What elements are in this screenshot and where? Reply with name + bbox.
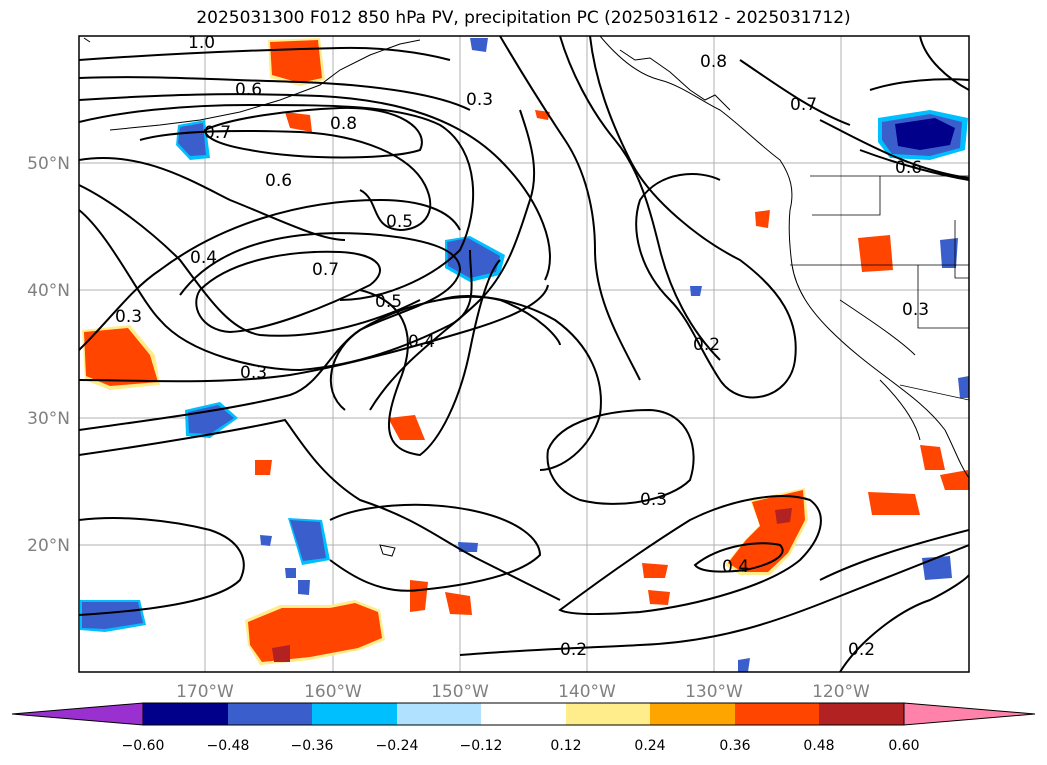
lat-tick-label: 50°N xyxy=(27,154,70,174)
colorbar-segment xyxy=(650,703,735,725)
colorbar-tick-label: −0.60 xyxy=(122,738,165,754)
colorbar-segment xyxy=(312,703,397,725)
contour-label: 0.2 xyxy=(693,335,720,355)
lat-tick-label: 40°N xyxy=(27,281,70,301)
colorbar-tick-label: −0.36 xyxy=(291,738,334,754)
contour-label: 0.5 xyxy=(375,292,402,312)
contour-label: 0.7 xyxy=(312,260,339,280)
contour-label: 0.2 xyxy=(848,640,875,660)
coastline xyxy=(83,36,969,557)
colorbar-tick-label: −0.24 xyxy=(376,738,419,754)
lon-tick-label: 130°W xyxy=(685,682,743,702)
contour-label: 0.7 xyxy=(204,123,231,143)
lon-tick-label: 150°W xyxy=(431,682,489,702)
colorbar-segment xyxy=(735,703,819,725)
pv-contours xyxy=(79,36,969,672)
colorbar-segment xyxy=(481,703,566,725)
lon-tick-labels: 170°W 160°W 150°W 140°W 130°W 120°W xyxy=(176,682,870,702)
colorbar-extend-low xyxy=(11,702,144,726)
colorbar-tick-label: −0.48 xyxy=(207,738,250,754)
colorbar-segment xyxy=(228,703,312,725)
lat-tick-label: 30°N xyxy=(27,409,70,429)
contour-label: 0.2 xyxy=(560,640,587,660)
contour-label: 0.4 xyxy=(408,332,435,352)
lat-tick-labels: 50°N 40°N 30°N 20°N xyxy=(27,154,70,556)
colorbar-tick-label: 0.24 xyxy=(634,738,665,754)
contour-labels: 1.0 0.6 0.7 0.8 0.6 0.5 0.4 0.7 0.5 0.3 … xyxy=(115,33,929,660)
colorbar-segment xyxy=(566,703,650,725)
contour-label: 0.3 xyxy=(115,307,142,327)
lon-tick-label: 140°W xyxy=(558,682,616,702)
colorbar-segment xyxy=(143,703,228,725)
colorbar-frame xyxy=(142,702,905,726)
colorbar-tick-label: 0.12 xyxy=(550,738,581,754)
lon-tick-label: 160°W xyxy=(304,682,362,702)
precip-negative xyxy=(80,38,969,672)
contour-label: 0.4 xyxy=(190,248,217,268)
contour-label: 0.6 xyxy=(235,80,262,100)
colorbar-segment xyxy=(819,703,904,725)
contour-label: 0.4 xyxy=(722,557,749,577)
contour-label: 0.6 xyxy=(895,158,922,178)
map-title: 2025031300 F012 850 hPa PV, precipitatio… xyxy=(196,8,851,28)
contour-label: 0.8 xyxy=(330,114,357,134)
contour-label: 0.6 xyxy=(265,171,292,191)
plot-frame xyxy=(78,35,970,673)
contour-label: 0.3 xyxy=(240,363,267,383)
precip-positive xyxy=(82,38,969,665)
colorbar-tick-label: 0.60 xyxy=(888,738,919,754)
boundaries xyxy=(790,175,969,401)
contour-label: 0.3 xyxy=(466,90,493,110)
lon-tick-label: 170°W xyxy=(176,682,234,702)
colorbar-tick-labels: −0.60 −0.48 −0.36 −0.24 −0.12 0.12 0.24 … xyxy=(122,738,920,754)
contour-label: 0.3 xyxy=(640,490,667,510)
contour-label: 0.7 xyxy=(790,95,817,115)
colorbar-tick-label: 0.48 xyxy=(803,738,834,754)
map-plot-area: 1.0 0.6 0.7 0.8 0.6 0.5 0.4 0.7 0.5 0.3 … xyxy=(79,33,969,672)
colorbar: −0.60 −0.48 −0.36 −0.24 −0.12 0.12 0.24 … xyxy=(11,702,1036,754)
colorbar-tick-label: 0.36 xyxy=(719,738,750,754)
contour-label: 0.5 xyxy=(386,212,413,232)
contour-label: 0.8 xyxy=(700,52,727,72)
colorbar-segment xyxy=(397,703,481,725)
contour-label: 0.3 xyxy=(902,300,929,320)
lat-tick-label: 20°N xyxy=(27,536,70,556)
colorbar-tick-label: −0.12 xyxy=(460,738,503,754)
lon-tick-label: 120°W xyxy=(812,682,870,702)
contour-label: 1.0 xyxy=(188,33,215,53)
colorbar-extend-high xyxy=(903,702,1036,726)
